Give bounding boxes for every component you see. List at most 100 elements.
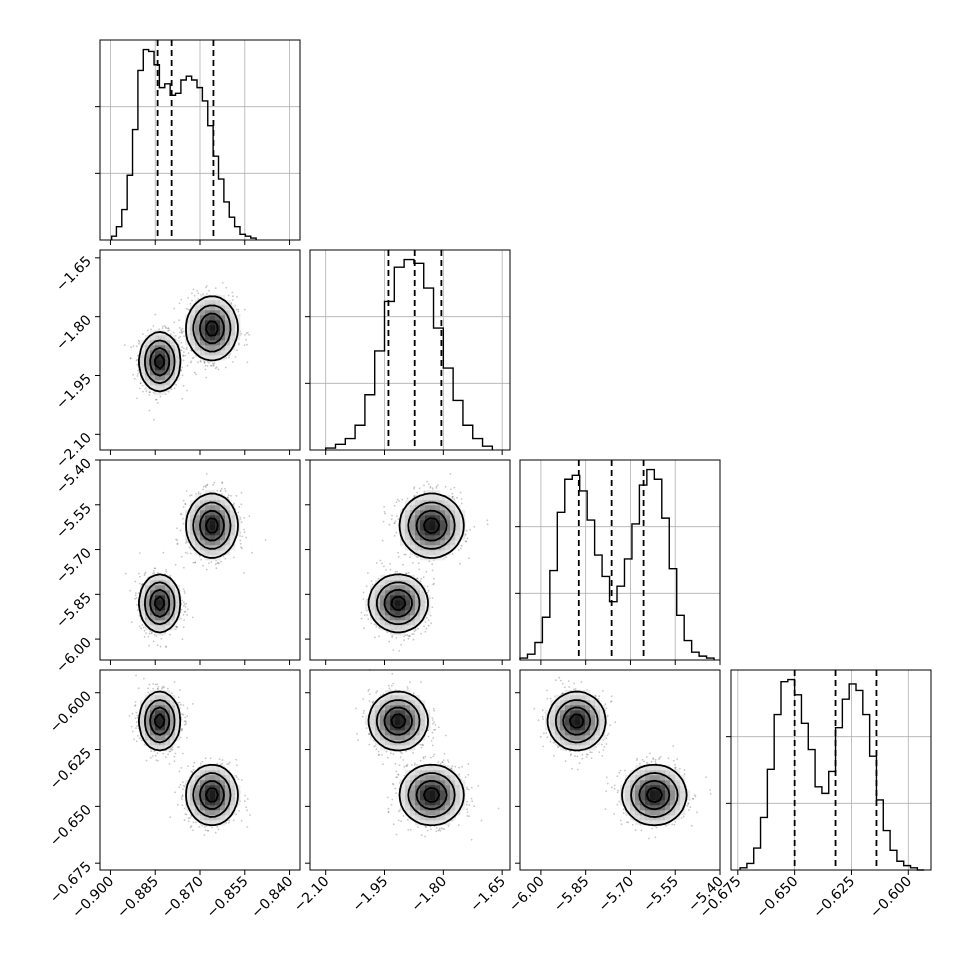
- scatter-point: [197, 361, 199, 364]
- scatter-point: [173, 387, 176, 390]
- scatter-point: [360, 617, 363, 620]
- scatter-point: [206, 360, 209, 363]
- scatter-point: [224, 487, 226, 490]
- scatter-point: [403, 635, 405, 638]
- scatter-point: [200, 558, 203, 561]
- scatter-point: [240, 491, 243, 494]
- scatter-point: [182, 601, 185, 604]
- scatter-point: [235, 494, 238, 497]
- scatter-point: [217, 368, 220, 371]
- scatter-point: [182, 499, 185, 502]
- scatter-point: [182, 517, 184, 520]
- scatter-point: [181, 366, 184, 369]
- scatter-point: [224, 366, 227, 369]
- scatter-point: [407, 571, 410, 574]
- scatter-point: [195, 373, 197, 376]
- scatter-point: [181, 397, 184, 400]
- scatter-point: [183, 619, 186, 621]
- scatter-point: [137, 369, 140, 372]
- scatter-point: [140, 627, 143, 630]
- scatter-point: [167, 390, 170, 393]
- scatter-point: [167, 330, 170, 332]
- scatter-point: [159, 645, 162, 648]
- scatter-point: [210, 364, 213, 367]
- density-cell: [160, 625, 166, 631]
- scatter-point: [241, 547, 243, 550]
- scatter-point: [197, 491, 200, 493]
- scatter-point: [142, 626, 145, 629]
- panel-2-0: −6.00−5.85−5.70−5.55−5.40: [53, 456, 301, 676]
- density-cell: [210, 525, 216, 531]
- scatter-point: [204, 486, 207, 488]
- scatter-point: [228, 356, 230, 359]
- scatter-point: [427, 589, 430, 592]
- scatter-point: [230, 494, 232, 497]
- scatter-point: [186, 389, 188, 392]
- scatter-point: [144, 572, 146, 575]
- scatter-point: [362, 598, 365, 600]
- scatter-point: [123, 344, 126, 346]
- density-cell: [215, 550, 221, 556]
- scatter-point: [182, 385, 185, 387]
- scatter-point: [170, 333, 172, 335]
- scatter-point: [248, 515, 251, 517]
- scatter-point: [180, 369, 182, 371]
- scatter-point: [149, 630, 152, 632]
- scatter-point: [205, 376, 208, 379]
- density-cell: [205, 300, 211, 306]
- scatter-point: [432, 583, 434, 586]
- scatter-point: [176, 543, 179, 545]
- scatter-point: [184, 354, 187, 357]
- scatter-point: [243, 334, 246, 336]
- scatter-point: [405, 572, 407, 575]
- scatter-point: [192, 356, 195, 359]
- scatter-point: [182, 330, 185, 333]
- scatter-point: [363, 614, 366, 617]
- scatter-point: [212, 483, 215, 486]
- scatter-point: [135, 345, 138, 348]
- scatter-point: [398, 650, 401, 652]
- scatter-point: [385, 569, 387, 571]
- scatter-point: [245, 338, 247, 341]
- scatter-point: [166, 327, 169, 330]
- scatter-point: [370, 622, 373, 625]
- scatter-point: [178, 337, 180, 339]
- scatter-point: [150, 632, 153, 635]
- scatter-point: [431, 597, 434, 599]
- scatter-point: [367, 618, 370, 620]
- density-cell: [205, 505, 211, 511]
- scatter-point: [153, 572, 156, 574]
- scatter-point: [227, 494, 230, 497]
- scatter-point: [173, 321, 176, 324]
- density-cell: [155, 385, 161, 391]
- scatter-point: [216, 490, 219, 492]
- scatter-point: [137, 373, 139, 375]
- scatter-point: [179, 529, 182, 532]
- scatter-point: [202, 488, 205, 491]
- scatter-point: [381, 562, 383, 565]
- scatter-point: [221, 493, 223, 495]
- scatter-point: [221, 282, 224, 284]
- scatter-point: [193, 294, 196, 297]
- histogram-0: [110, 48, 257, 240]
- density-cell: [230, 335, 236, 341]
- scatter-point: [392, 649, 395, 651]
- scatter-point: [152, 570, 155, 572]
- scatter-point: [231, 299, 234, 301]
- scatter-point: [420, 632, 422, 635]
- density-cell: [210, 550, 216, 556]
- scatter-point: [182, 588, 185, 590]
- scatter-point: [215, 567, 218, 570]
- scatter-point: [190, 552, 192, 555]
- scatter-point: [135, 592, 137, 595]
- scatter-point: [181, 374, 184, 377]
- density-cell: [190, 510, 196, 516]
- scatter-point: [202, 485, 205, 488]
- scatter-point: [197, 493, 200, 495]
- scatter-point: [362, 591, 365, 594]
- scatter-point: [408, 635, 411, 638]
- scatter-point: [234, 356, 237, 358]
- scatter-point: [225, 357, 228, 359]
- density-cell: [205, 550, 211, 556]
